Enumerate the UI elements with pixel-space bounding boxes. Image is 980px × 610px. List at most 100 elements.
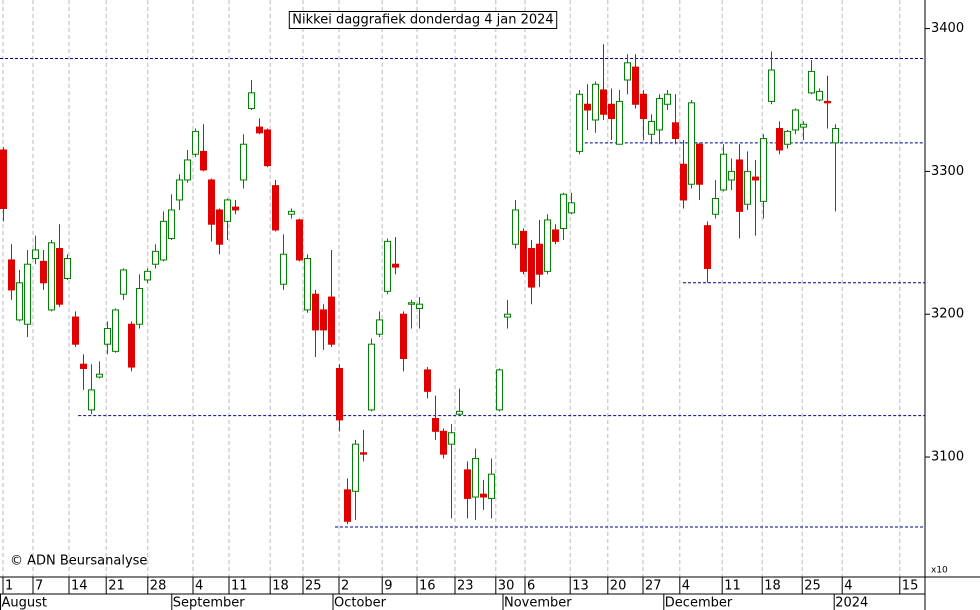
candle-body [144,270,151,281]
candle-body [408,302,415,305]
candle-body [112,309,119,352]
candle-body [424,369,431,392]
candle-body [608,103,615,120]
candle-body [272,185,279,231]
candle-body [712,198,719,215]
candle-body [768,69,775,102]
candle-body [544,219,551,272]
candle-body [528,248,535,288]
candle-body [24,263,31,325]
candle-body [72,316,79,345]
candle-body [328,296,335,345]
candle-body [480,493,487,498]
candle-body [104,327,111,345]
x-tick-label: 4 [682,579,690,594]
candle-body [288,210,295,215]
candle-body [488,473,495,499]
candle-body [784,130,791,145]
x-tick-label: 28 [150,579,167,594]
candle-body [808,70,815,94]
candle-body [8,259,15,291]
x-tick-label: 18 [272,579,289,594]
candle-body [400,313,407,359]
candle-body [728,170,735,181]
candle-body [312,293,319,331]
candle-body [384,240,391,292]
y-tick-label: 3300 [931,164,964,179]
candle-body [736,159,743,212]
candle-body [664,93,671,105]
x-tick-label: 15 [902,579,919,594]
month-label: October [334,596,387,610]
x-tick-label: 20 [610,579,627,594]
candle-body [448,432,455,445]
candle-body [504,313,511,318]
x-tick-label: 14 [71,579,88,594]
candle-body [56,248,63,305]
candle-body [136,288,143,325]
candle-body [496,369,503,411]
candle-body [688,102,695,185]
candle-body [432,417,439,432]
candle-body [824,100,831,104]
x-tick-label: 25 [804,579,821,594]
candle-body [520,230,527,272]
candle-body [120,269,127,295]
level-layer [0,58,925,528]
candle-body [352,443,359,492]
candle-body [536,243,543,275]
candle-body [80,363,87,369]
month-label: August [2,596,48,610]
candle-body [584,103,591,111]
candle-body [16,282,23,321]
month-label: December [665,596,733,610]
candle-body [208,179,215,225]
x-tick-label: 23 [457,579,474,594]
candle-body [624,62,631,81]
x-tick-label: 11 [231,579,248,594]
x-tick-label: 9 [384,579,392,594]
candle-body [88,389,95,411]
candle-body [216,209,223,245]
candle-body [240,143,247,181]
candle-body [472,457,479,498]
candle-body [672,122,679,140]
candle-body [464,469,471,499]
y-tick-label: 3400 [931,21,964,36]
candle-body [128,323,135,368]
candle-body [0,149,7,210]
title-box [288,11,558,29]
y-tick-label: 3200 [931,307,964,322]
candle-body [192,130,199,155]
candle-body [800,123,807,128]
y-tick-label: 3100 [931,450,964,465]
candle-body [680,163,687,201]
grid-layer [2,0,901,577]
x-tick-label: 7 [35,579,43,594]
candle-body [512,209,519,245]
candle-body [264,129,271,167]
candle-body [184,159,191,181]
candle-body [456,410,463,415]
candle-body [648,120,655,135]
candle-body [816,90,823,101]
x-tick-label: 2 [341,579,349,594]
candle-body [248,92,255,110]
candle-body [640,93,647,120]
candle-body [696,143,703,185]
candle-body [656,98,663,131]
x-tick-label: 11 [724,579,741,594]
x-tick-label: 16 [419,579,436,594]
x-tick-label: 4 [844,579,852,594]
candle-body [392,263,399,268]
candle-body [416,303,423,309]
candle-body [616,100,623,145]
x-tick-label: 4 [195,579,203,594]
candle-body [360,452,367,455]
x-tick-label: 25 [305,579,322,594]
candle-body [792,109,799,131]
candle-body [752,176,759,181]
candle-body [232,206,239,211]
candle-body [552,229,559,242]
